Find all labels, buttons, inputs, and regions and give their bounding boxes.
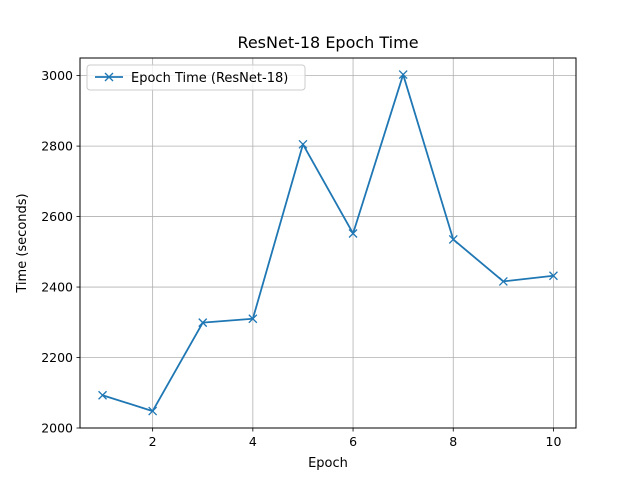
x-tick-label: 6 <box>349 434 357 449</box>
y-tick-label: 2400 <box>41 280 73 295</box>
y-axis-label: Time (seconds) <box>15 193 30 293</box>
y-tick-label: 2000 <box>41 421 73 436</box>
data-point-x-marker <box>498 276 508 286</box>
grid <box>80 58 576 429</box>
data-point-x-marker <box>348 229 358 238</box>
y-tick-label: 2800 <box>41 139 73 154</box>
data-point-x-marker <box>448 235 458 244</box>
y-tick-label: 3000 <box>41 68 73 83</box>
legend-marker-x-icon <box>104 72 114 82</box>
x-tick-label: 8 <box>449 434 457 449</box>
data-point-x-marker <box>248 314 258 324</box>
x-tick-label: 10 <box>546 434 562 449</box>
axis-ticks: 2 4 6 8 10 2000 2200 2400 2600 2800 3000 <box>41 68 561 449</box>
data-point-x-marker <box>198 318 208 328</box>
x-axis-label: Epoch <box>308 456 348 471</box>
plot-frame <box>79 57 577 429</box>
data-point-x-marker <box>98 390 108 400</box>
legend-label: Epoch Time (ResNet-18) <box>131 71 288 86</box>
data-point-x-marker <box>148 406 158 416</box>
series-layer <box>98 70 558 416</box>
x-tick-label: 4 <box>249 434 257 449</box>
legend: Epoch Time (ResNet-18) <box>86 64 306 91</box>
data-point-x-marker <box>398 70 408 80</box>
y-tick-label: 2200 <box>41 350 73 365</box>
series-line <box>102 73 554 412</box>
data-point-x-marker <box>548 271 558 281</box>
legend-box <box>86 64 306 91</box>
y-tick-label: 2600 <box>41 209 73 224</box>
x-tick-label: 2 <box>149 434 157 449</box>
chart-title: ResNet-18 Epoch Time <box>237 33 418 52</box>
data-point-x-marker <box>298 139 308 149</box>
